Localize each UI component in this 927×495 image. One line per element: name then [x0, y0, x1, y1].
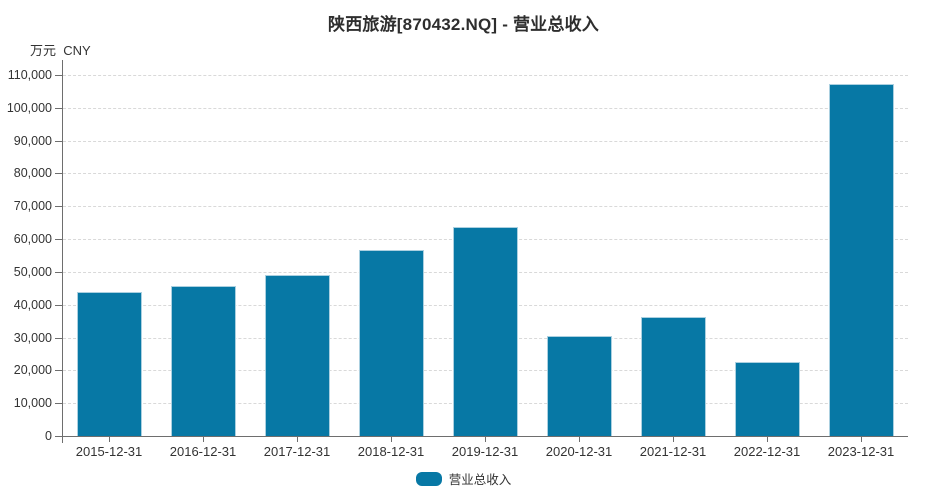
- y-axis-tick: [55, 107, 62, 109]
- legend-swatch-icon: [415, 471, 442, 486]
- y-axis-tick: [55, 370, 62, 372]
- x-axis-tick: [861, 436, 862, 442]
- y-axis-tick-label: 40,000: [13, 297, 52, 312]
- y-axis-tick: [55, 206, 62, 208]
- x-axis-label: 2015-12-31: [75, 444, 143, 459]
- bar-2018-12-31[interactable]: [358, 249, 424, 436]
- x-axis-tick: [579, 436, 580, 442]
- bar-2023-12-31[interactable]: [828, 84, 894, 436]
- gridline: [63, 206, 908, 208]
- bar-2019-12-31[interactable]: [452, 226, 518, 436]
- bar-2020-12-31[interactable]: [546, 335, 612, 436]
- y-axis-tick: [55, 337, 62, 339]
- y-axis-tick-label: 0: [45, 429, 52, 443]
- x-axis-tick: [109, 436, 110, 442]
- x-axis-tick: [203, 436, 204, 442]
- legend-label: 营业总收入: [448, 473, 512, 487]
- x-axis-tick: [391, 436, 392, 442]
- y-axis-tick-label: 100,000: [6, 100, 52, 115]
- x-axis-label: 2022-12-31: [733, 444, 801, 459]
- x-axis-label: 2020-12-31: [545, 444, 613, 459]
- y-axis-tick-label: 80,000: [13, 166, 52, 181]
- x-axis-label: 2016-12-31: [169, 444, 237, 459]
- y-axis-unit-label: 万元 CNY: [30, 43, 91, 58]
- y-axis-tick: [55, 271, 62, 273]
- y-axis-tick-label: 50,000: [13, 264, 52, 279]
- y-axis-tick: [55, 140, 62, 142]
- bar-2017-12-31[interactable]: [264, 275, 330, 436]
- x-axis-tick: [297, 436, 298, 442]
- x-axis-tick: [673, 436, 674, 442]
- y-axis-tick: [55, 239, 62, 241]
- x-axis-tick: [485, 436, 486, 442]
- gridline: [63, 173, 908, 175]
- y-axis-tick-label: 60,000: [13, 232, 52, 247]
- y-axis-tick-label: 20,000: [13, 363, 52, 378]
- bar-2016-12-31[interactable]: [170, 286, 236, 436]
- bar-2021-12-31[interactable]: [640, 316, 706, 436]
- gridline: [63, 75, 908, 76]
- chart-title: 陕西旅游[870432.NQ] - 营业总收入: [328, 15, 599, 34]
- y-axis-line: [62, 60, 63, 443]
- x-axis-label: 2023-12-31: [827, 444, 895, 459]
- y-axis-tick: [55, 75, 62, 76]
- x-axis-label: 2018-12-31: [357, 444, 425, 459]
- y-axis-tick-label: 90,000: [13, 133, 52, 148]
- x-axis-label: 2017-12-31: [263, 444, 331, 459]
- gridline: [63, 107, 908, 109]
- gridline: [63, 140, 908, 142]
- y-axis-tick: [55, 403, 62, 405]
- bar-2022-12-31[interactable]: [734, 362, 800, 436]
- bar-2015-12-31[interactable]: [76, 292, 142, 436]
- legend-item[interactable]: 营业总收入: [0, 469, 927, 488]
- x-axis-label: 2019-12-31: [451, 444, 519, 459]
- y-axis-tick-label: 70,000: [13, 199, 52, 214]
- y-axis-tick: [55, 304, 62, 306]
- y-axis-tick: [55, 173, 62, 175]
- x-axis-tick: [767, 436, 768, 442]
- y-axis-tick-label: 10,000: [13, 396, 52, 411]
- y-axis-tick-label: 110,000: [7, 68, 52, 82]
- y-axis-tick-label: 30,000: [13, 330, 52, 345]
- x-axis-line: [55, 436, 908, 437]
- x-axis-label: 2021-12-31: [639, 444, 707, 459]
